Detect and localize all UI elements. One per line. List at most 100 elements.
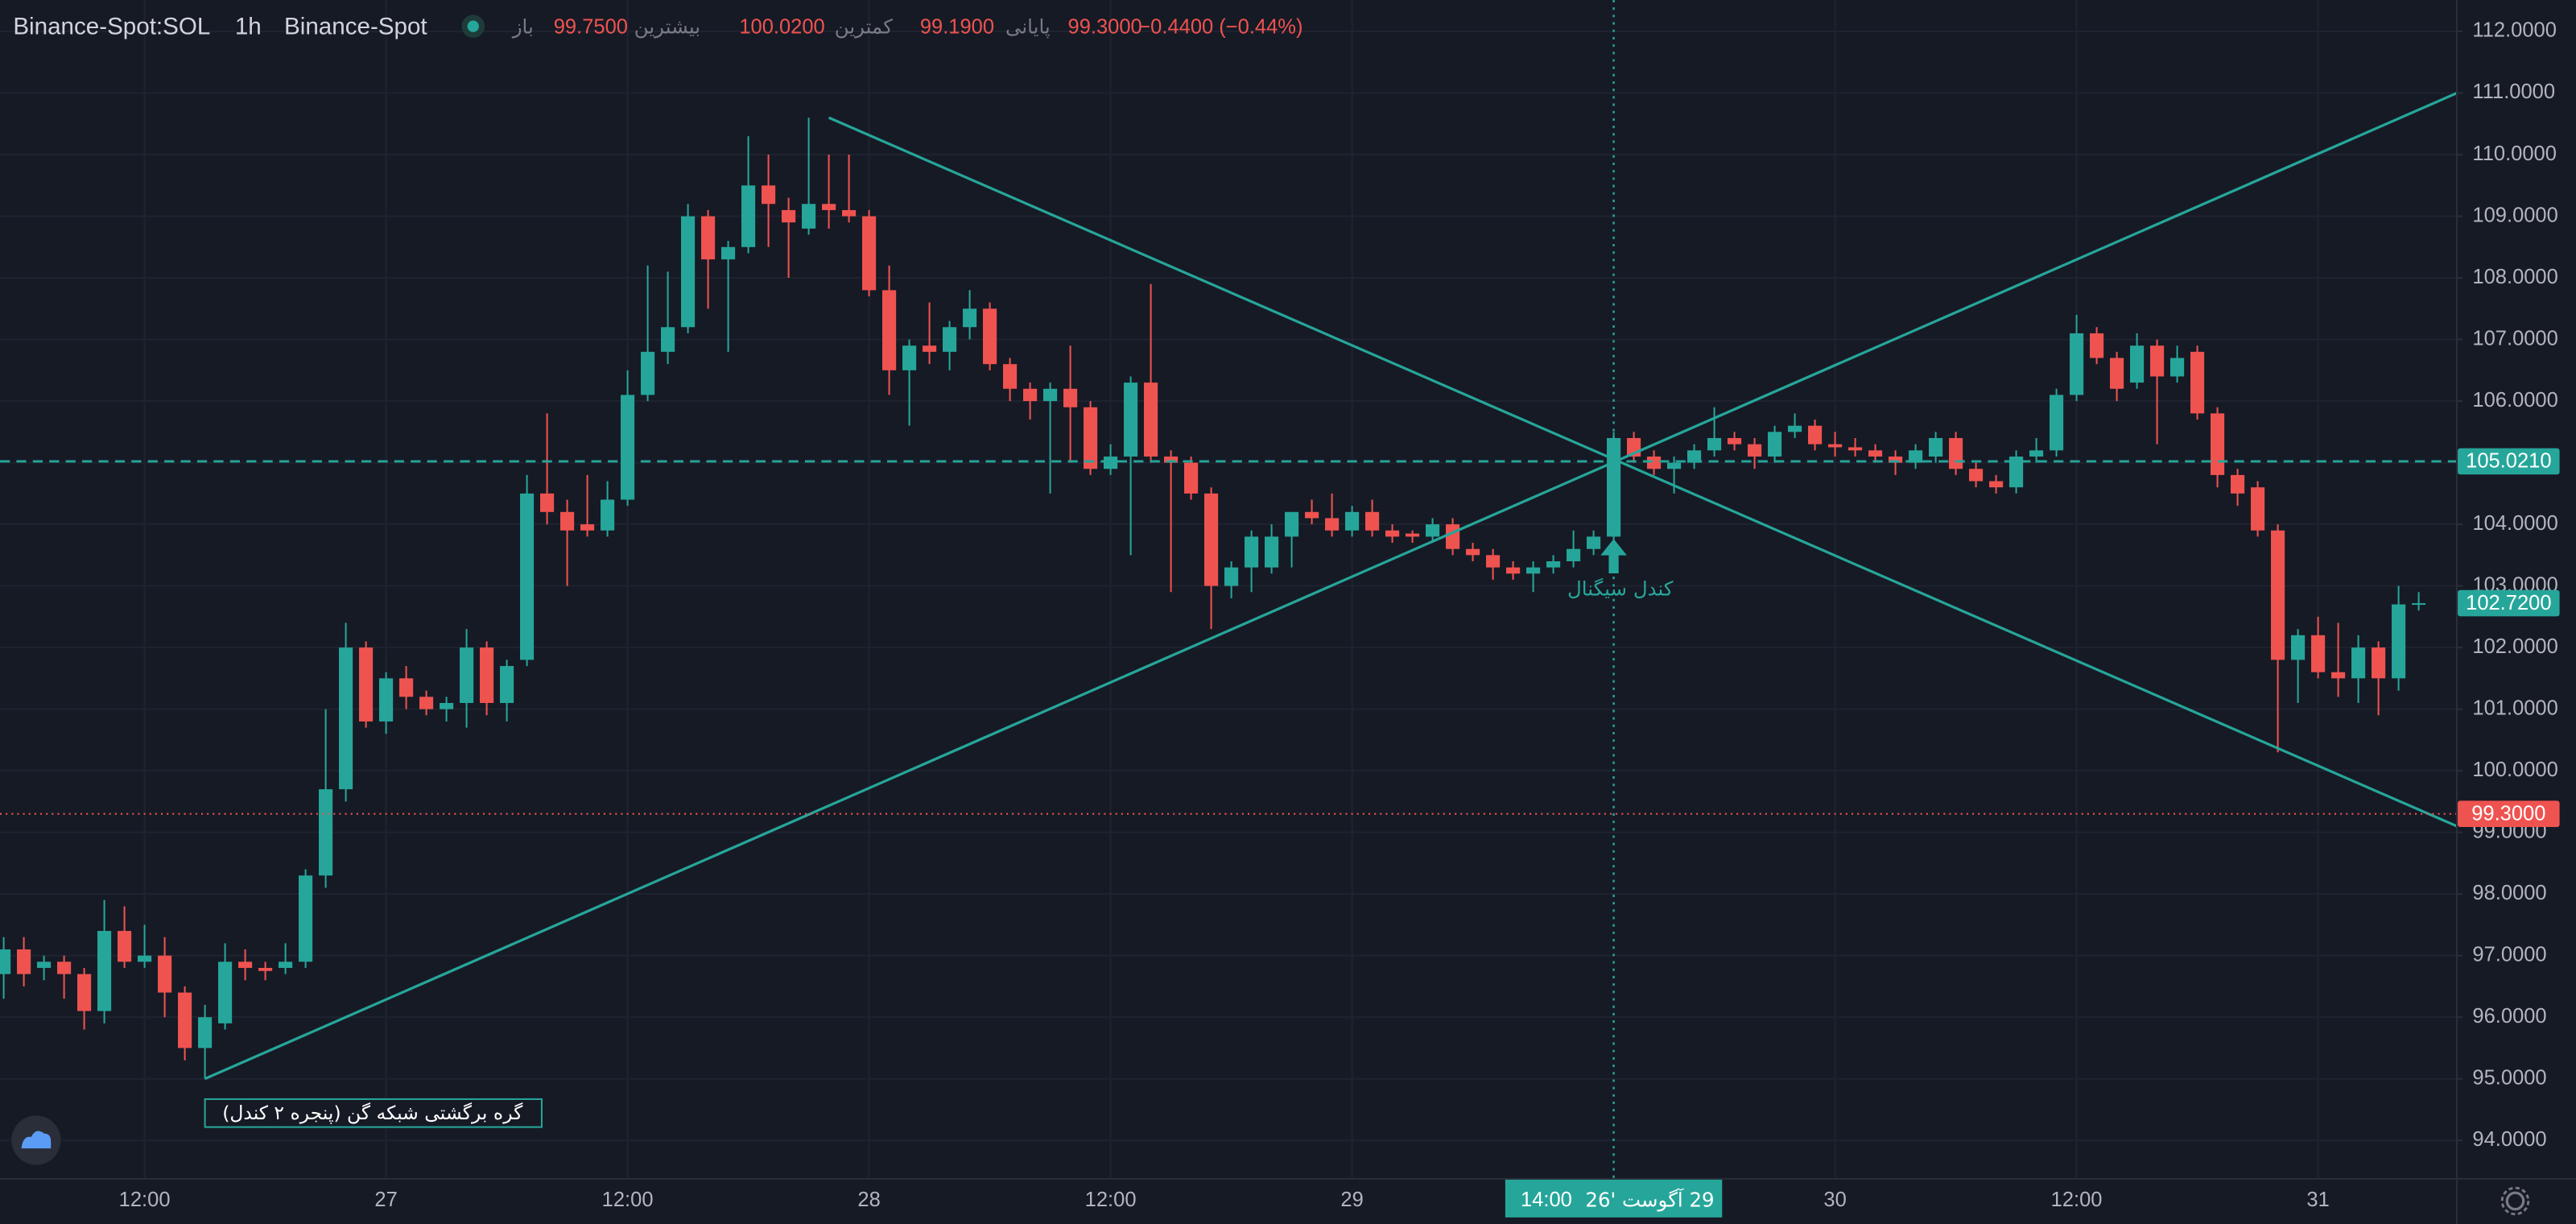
y-tick-label: 107.0000 [2472, 327, 2557, 349]
ohlc-label: کمترین [835, 15, 893, 39]
x-tick-label: 12:00 [602, 1189, 654, 1211]
candle-body [1647, 456, 1662, 469]
crosshair-time: 14:00 [1521, 1189, 1572, 1211]
candle-body [1687, 450, 1702, 463]
logo-icon[interactable] [21, 1131, 52, 1149]
candle-body [1567, 548, 1581, 562]
candle-body [1989, 481, 2004, 488]
y-tick-label: 95.0000 [2472, 1066, 2546, 1089]
ohlc-value: 99.7500 [554, 15, 628, 38]
candle-body [97, 931, 112, 1011]
candle-body [1506, 567, 1521, 574]
candle-body [1003, 364, 1018, 389]
y-tick-label: 96.0000 [2472, 1005, 2546, 1028]
candle-body [842, 209, 857, 217]
x-tick-label: 31 [2306, 1189, 2329, 1211]
candle-body [882, 290, 897, 370]
candle-body [440, 702, 454, 709]
candle-body [2130, 345, 2145, 383]
candle-body [1929, 437, 1943, 457]
candle-body [1365, 511, 1380, 531]
signal-label: کندل سیگنال [1567, 577, 1674, 600]
candle-body [1184, 462, 1199, 494]
candle-body [1144, 382, 1158, 457]
exchange: Binance-Spot [284, 13, 427, 39]
candle-body [1707, 437, 1722, 451]
logo[interactable] [11, 1115, 61, 1165]
candle-body [1909, 450, 1923, 463]
candle-body [218, 961, 233, 1023]
candle-body [681, 216, 696, 328]
candle-body [983, 308, 997, 365]
candle-body [1728, 437, 1742, 445]
candle-body [1526, 567, 1541, 574]
ohlc-value: 99.1900 [920, 15, 994, 38]
price-tag-label: 102.7200 [2466, 592, 2551, 614]
candle-body [2009, 456, 2024, 488]
candle-body [399, 678, 414, 697]
candle-body [1546, 561, 1561, 568]
candle-body [1265, 536, 1279, 568]
y-tick-label: 101.0000 [2472, 697, 2557, 719]
candle-body [1164, 456, 1179, 463]
candle-body [601, 499, 615, 531]
candle-body [2251, 487, 2265, 531]
settings[interactable] [2500, 1186, 2530, 1216]
candle-body [701, 216, 716, 260]
candle-body [520, 493, 535, 660]
trend-line [828, 116, 2458, 828]
candle-body [902, 345, 917, 370]
candle-body [1969, 469, 1984, 482]
candle-body [1748, 444, 1762, 457]
candle-body [359, 647, 374, 722]
candle-body [1768, 432, 1782, 457]
candle-body [580, 524, 595, 531]
ohlc-label: بیشترین [634, 15, 700, 39]
candle-body [0, 949, 11, 974]
y-tick-label: 106.0000 [2472, 389, 2557, 411]
candle-body [762, 185, 776, 205]
ohlc-value: 100.0200 [739, 15, 824, 38]
settings-icon[interactable] [2500, 1186, 2530, 1216]
ohlc-change: −0.4400 (−0.44%) [1138, 15, 1302, 38]
candle-body [480, 647, 494, 703]
candle-body [17, 949, 31, 974]
trend-line [204, 92, 2458, 1081]
y-tick-label: 104.0000 [2472, 512, 2557, 535]
interval[interactable]: 1h [235, 13, 262, 39]
candle-body [2110, 358, 2124, 389]
candle-body [2311, 635, 2326, 672]
ohlc-label: باز [511, 15, 534, 39]
symbol[interactable]: Binance-Spot:SOL [13, 13, 210, 39]
candle-body [2211, 413, 2225, 475]
candle-body [37, 961, 52, 968]
candle-body [238, 961, 253, 968]
candle-body [540, 493, 555, 512]
x-tick-label: 30 [1823, 1189, 1846, 1211]
candle-body [1466, 548, 1480, 556]
candle-body [1868, 450, 1883, 457]
candle-body [198, 1017, 213, 1048]
ohlc-value: 99.3000 [1068, 15, 1142, 38]
candle-body [1889, 456, 1903, 463]
candle-body [299, 875, 313, 962]
candle-body [1486, 555, 1501, 568]
candle-body [2170, 358, 2185, 377]
price-tag [2458, 448, 2560, 475]
candle-body [641, 351, 655, 395]
candle-body [1667, 462, 1682, 469]
crosshair-date: 29 آگوست '26 [1585, 1188, 1714, 1211]
price-tag [2458, 589, 2560, 617]
settings-icon[interactable] [2505, 1191, 2525, 1211]
y-tick-label: 97.0000 [2472, 943, 2546, 966]
candle-body [77, 974, 92, 1011]
candle-body [500, 666, 514, 703]
candle-body [57, 961, 72, 974]
candle-body [118, 931, 132, 962]
candle-body [862, 216, 877, 291]
candle-body [2291, 635, 2306, 660]
candle-body [741, 185, 756, 247]
